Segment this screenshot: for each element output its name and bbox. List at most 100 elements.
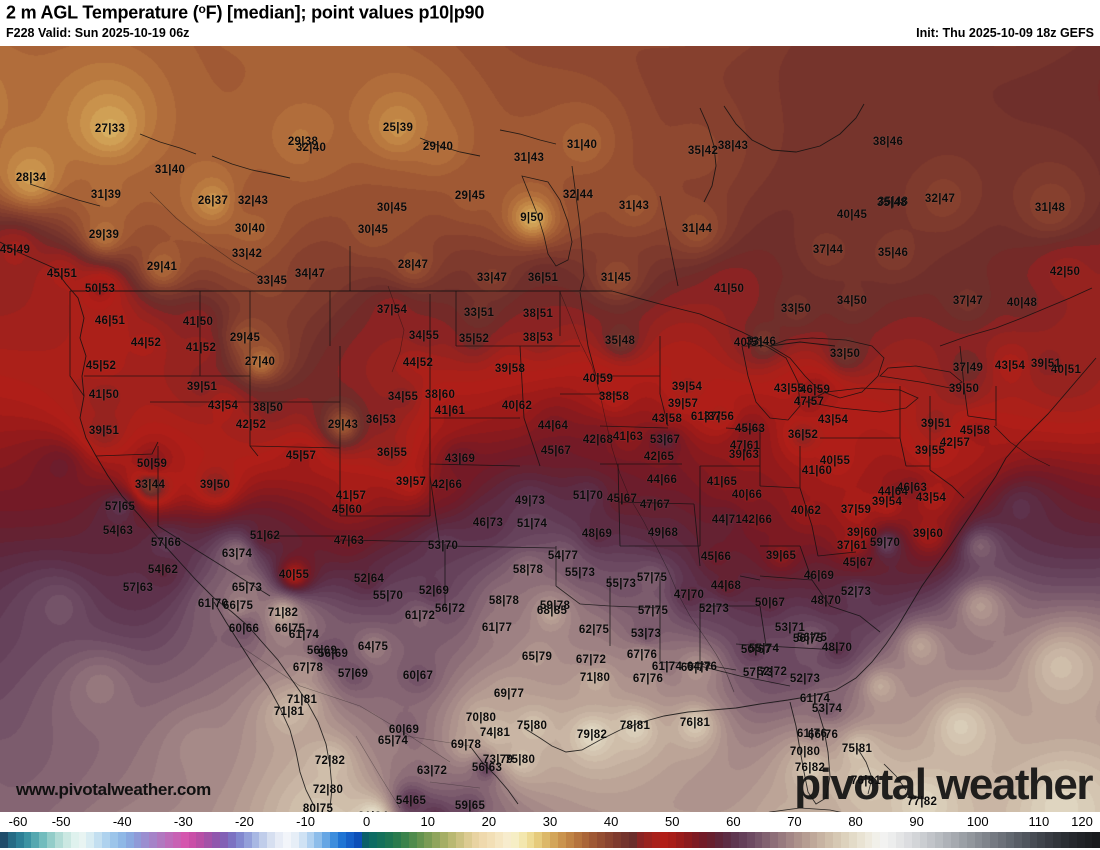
point-value-label: 41|57 — [335, 490, 367, 502]
colorbar-swatch — [62, 832, 71, 848]
point-value-label: 41|61 — [434, 405, 466, 417]
colorbar-swatch — [801, 832, 810, 848]
colorbar-swatch — [1076, 832, 1085, 848]
colorbar-tick: 70 — [787, 814, 802, 829]
point-value-label: 78|81 — [619, 720, 651, 732]
colorbar-swatch — [0, 832, 8, 848]
colorbar-tick: -40 — [112, 814, 132, 829]
colorbar-swatch — [212, 832, 221, 848]
colorbar-swatch — [746, 832, 755, 848]
point-value-label: 74|81 — [479, 727, 511, 739]
point-value-label: 59|65 — [454, 800, 486, 812]
point-value-label: 69|78 — [450, 739, 482, 751]
point-value-label: 75|80 — [516, 720, 548, 732]
colorbar-swatch — [196, 832, 205, 848]
colorbar-gradient[interactable] — [0, 832, 1100, 848]
point-value-label: 43|55 — [773, 383, 805, 395]
colorbar-swatch — [322, 832, 331, 848]
point-value-label: 43|69 — [444, 453, 476, 465]
colorbar-swatch — [220, 832, 228, 848]
point-value-label: 56|75 — [792, 633, 824, 645]
point-value-label: 37|61 — [836, 540, 868, 552]
point-value-label: 44|64 — [877, 486, 909, 498]
point-value-label: 31|40 — [154, 164, 186, 176]
point-value-label: 37|47 — [952, 295, 984, 307]
point-value-label: 75|80 — [504, 754, 536, 766]
point-value-label: 52|73 — [789, 673, 821, 685]
colorbar-swatch — [298, 832, 307, 848]
colorbar-swatch — [345, 832, 354, 848]
colorbar-swatch — [424, 832, 433, 848]
colorbar-swatch — [503, 832, 511, 848]
point-value-label: 55|73 — [605, 578, 637, 590]
point-value-label: 54|65 — [395, 795, 427, 807]
point-value-label: 59|78 — [539, 600, 571, 612]
point-value-label: 38|53 — [522, 332, 554, 344]
point-value-label: 44|52 — [402, 357, 434, 369]
colorbar-swatch — [495, 832, 503, 848]
colorbar-tick: 120 — [1071, 814, 1093, 829]
colorbar-tick: 40 — [603, 814, 619, 829]
colorbar-tick: 50 — [664, 814, 680, 829]
colorbar-tick: -20 — [235, 814, 254, 829]
point-value-label: 34|55 — [387, 391, 419, 403]
point-value-label: 51|74 — [516, 518, 548, 530]
point-value-label: 53|70 — [427, 540, 459, 552]
colorbar-swatch — [880, 832, 889, 848]
colorbar-swatch — [141, 832, 150, 848]
colorbar-swatch — [70, 832, 79, 848]
point-value-label: 57|75 — [637, 605, 669, 617]
point-value-label: 40|55 — [278, 569, 310, 581]
point-value-label: 37|59 — [840, 504, 872, 516]
point-value-label: 29|45 — [454, 190, 486, 202]
colorbar-swatch — [966, 832, 975, 848]
colorbar-swatch — [15, 832, 24, 848]
point-value-label: 35|48 — [604, 335, 636, 347]
point-value-label: 29|43 — [327, 419, 359, 431]
point-value-label: 64|76 — [686, 661, 718, 673]
point-value-label: 33|42 — [231, 248, 263, 260]
colorbar-swatch — [1084, 832, 1093, 848]
point-value-label: 67|76 — [626, 649, 658, 661]
point-value-label: 36|51 — [527, 272, 559, 284]
point-value-label: 41|50 — [182, 316, 214, 328]
point-value-label: 50|67 — [754, 597, 786, 609]
point-value-label: 45|63 — [734, 423, 766, 435]
point-value-label: 41|50 — [88, 389, 120, 401]
colorbar-swatch — [416, 832, 425, 848]
point-value-label: 47|70 — [673, 589, 705, 601]
colorbar-swatch — [243, 832, 252, 848]
colorbar-tick: 0 — [363, 814, 371, 829]
point-value-label: 72|80 — [312, 784, 344, 796]
point-value-label: 32|40 — [295, 142, 327, 154]
point-value-label: 66|75 — [274, 623, 306, 635]
colorbar-swatch — [471, 832, 480, 848]
point-value-label: 53|74 — [811, 703, 843, 715]
point-value-label: 56|69 — [317, 648, 349, 660]
colorbar-swatch — [31, 832, 40, 848]
colorbar-swatch — [314, 832, 323, 848]
point-value-label: 59|70 — [869, 537, 901, 549]
colorbar-swatch — [597, 832, 606, 848]
point-value-label: 43|54 — [817, 414, 849, 426]
point-value-label: 31|48 — [1034, 202, 1066, 214]
colorbar-swatch — [982, 832, 991, 848]
point-value-label: 77|82 — [906, 796, 938, 808]
point-value-label: 60|67 — [402, 670, 434, 682]
colorbar-swatch — [408, 832, 417, 848]
point-value-label: 52|72 — [756, 666, 788, 678]
point-value-label: 35|42 — [687, 145, 719, 157]
point-value-label: 33|50 — [780, 303, 812, 315]
point-value-label: 45|67 — [842, 557, 874, 569]
point-value-label: 39|55 — [914, 445, 946, 457]
point-value-label: 52|69 — [418, 585, 450, 597]
point-value-label: 44|66 — [646, 474, 678, 486]
colorbar-swatch — [39, 832, 48, 848]
colorbar-swatch — [117, 832, 126, 848]
colorbar-swatch — [204, 832, 213, 848]
point-value-label: 38|58 — [598, 391, 630, 403]
point-value-label: 61|74 — [651, 661, 683, 673]
weather-map[interactable]: 27|33 28|34 31|39 31|40 26|37 32|43 29|39 30|40… — [0, 46, 1100, 812]
temperature-raster — [0, 46, 1100, 812]
point-value-label: 42|65 — [643, 451, 675, 463]
